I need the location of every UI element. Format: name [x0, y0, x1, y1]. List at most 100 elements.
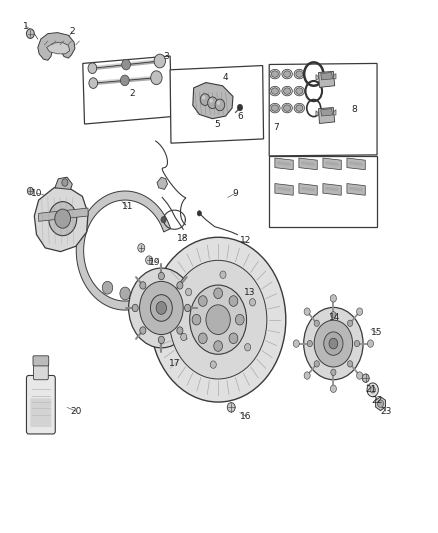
Ellipse shape	[294, 86, 304, 96]
Ellipse shape	[270, 86, 280, 96]
Ellipse shape	[272, 88, 279, 94]
Circle shape	[190, 285, 247, 354]
Circle shape	[210, 361, 216, 368]
Polygon shape	[299, 158, 317, 169]
Text: 11: 11	[122, 203, 133, 212]
Circle shape	[198, 296, 207, 306]
Ellipse shape	[282, 86, 292, 96]
Ellipse shape	[284, 105, 290, 111]
Text: 3: 3	[164, 52, 170, 61]
Circle shape	[304, 308, 363, 379]
Circle shape	[235, 314, 244, 325]
Circle shape	[200, 94, 210, 106]
Ellipse shape	[294, 69, 304, 79]
Ellipse shape	[296, 71, 303, 77]
Circle shape	[304, 308, 310, 316]
Text: 21: 21	[365, 385, 377, 394]
Polygon shape	[301, 187, 314, 191]
Circle shape	[208, 97, 217, 109]
Circle shape	[170, 260, 267, 379]
Circle shape	[88, 63, 97, 74]
Circle shape	[132, 304, 138, 312]
Circle shape	[250, 298, 255, 306]
Polygon shape	[333, 110, 336, 115]
Circle shape	[367, 340, 374, 348]
Text: 18: 18	[177, 235, 189, 244]
Circle shape	[138, 281, 148, 294]
Circle shape	[307, 341, 312, 347]
Text: 13: 13	[244, 287, 255, 296]
Circle shape	[357, 308, 363, 316]
Polygon shape	[34, 187, 88, 252]
Polygon shape	[170, 66, 264, 143]
Circle shape	[140, 327, 146, 334]
Polygon shape	[347, 158, 365, 169]
Polygon shape	[275, 158, 293, 169]
Circle shape	[324, 332, 343, 356]
Polygon shape	[55, 177, 72, 189]
Text: 4: 4	[223, 73, 228, 82]
Text: 20: 20	[70, 407, 81, 416]
Circle shape	[330, 385, 336, 392]
Circle shape	[120, 287, 131, 300]
Text: 15: 15	[371, 328, 383, 337]
Ellipse shape	[272, 105, 279, 111]
FancyBboxPatch shape	[30, 398, 51, 427]
Polygon shape	[350, 187, 363, 191]
Circle shape	[62, 179, 68, 186]
Polygon shape	[325, 161, 339, 166]
Polygon shape	[76, 191, 170, 310]
FancyBboxPatch shape	[26, 375, 55, 434]
Polygon shape	[321, 72, 332, 80]
Text: 9: 9	[233, 189, 238, 198]
Polygon shape	[323, 183, 341, 195]
Ellipse shape	[272, 71, 279, 77]
Circle shape	[370, 386, 375, 393]
Circle shape	[378, 400, 384, 407]
Circle shape	[150, 237, 286, 402]
Circle shape	[214, 341, 223, 351]
Ellipse shape	[294, 103, 304, 113]
Circle shape	[177, 327, 183, 334]
Ellipse shape	[282, 69, 292, 79]
Circle shape	[217, 101, 220, 105]
Ellipse shape	[270, 69, 280, 79]
Circle shape	[331, 312, 336, 318]
Polygon shape	[321, 109, 332, 116]
Circle shape	[229, 296, 238, 306]
Polygon shape	[301, 161, 314, 166]
Text: 17: 17	[169, 359, 180, 368]
Circle shape	[161, 216, 166, 223]
Polygon shape	[347, 183, 365, 195]
Polygon shape	[193, 83, 233, 119]
Circle shape	[215, 99, 225, 111]
Text: 8: 8	[351, 105, 357, 114]
Polygon shape	[157, 177, 167, 189]
Polygon shape	[275, 183, 293, 195]
Circle shape	[209, 99, 213, 103]
Circle shape	[347, 361, 353, 367]
Circle shape	[177, 281, 183, 289]
Ellipse shape	[270, 103, 280, 113]
Circle shape	[151, 71, 162, 85]
Circle shape	[220, 271, 226, 278]
Circle shape	[186, 288, 192, 296]
Text: 10: 10	[31, 189, 42, 198]
Polygon shape	[38, 33, 75, 60]
Circle shape	[138, 244, 145, 252]
Circle shape	[227, 402, 235, 412]
Text: 2: 2	[69, 27, 74, 36]
Circle shape	[202, 95, 205, 100]
Circle shape	[120, 75, 129, 86]
Polygon shape	[269, 156, 377, 227]
Circle shape	[214, 288, 223, 298]
Circle shape	[181, 333, 187, 341]
Polygon shape	[318, 71, 335, 87]
Circle shape	[158, 336, 164, 344]
Circle shape	[331, 369, 336, 375]
Circle shape	[314, 361, 319, 367]
Text: 19: 19	[148, 258, 160, 266]
Circle shape	[156, 302, 166, 314]
FancyBboxPatch shape	[33, 356, 49, 366]
Circle shape	[184, 304, 191, 312]
